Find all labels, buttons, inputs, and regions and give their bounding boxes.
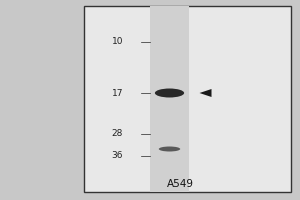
Text: 28: 28 <box>112 130 123 138</box>
Text: A549: A549 <box>167 179 194 189</box>
Text: 17: 17 <box>112 88 123 98</box>
Ellipse shape <box>159 146 180 152</box>
Ellipse shape <box>155 88 184 98</box>
Text: 36: 36 <box>112 152 123 160</box>
FancyBboxPatch shape <box>150 6 189 192</box>
FancyBboxPatch shape <box>84 6 291 192</box>
Polygon shape <box>200 89 211 97</box>
Text: 10: 10 <box>112 38 123 46</box>
